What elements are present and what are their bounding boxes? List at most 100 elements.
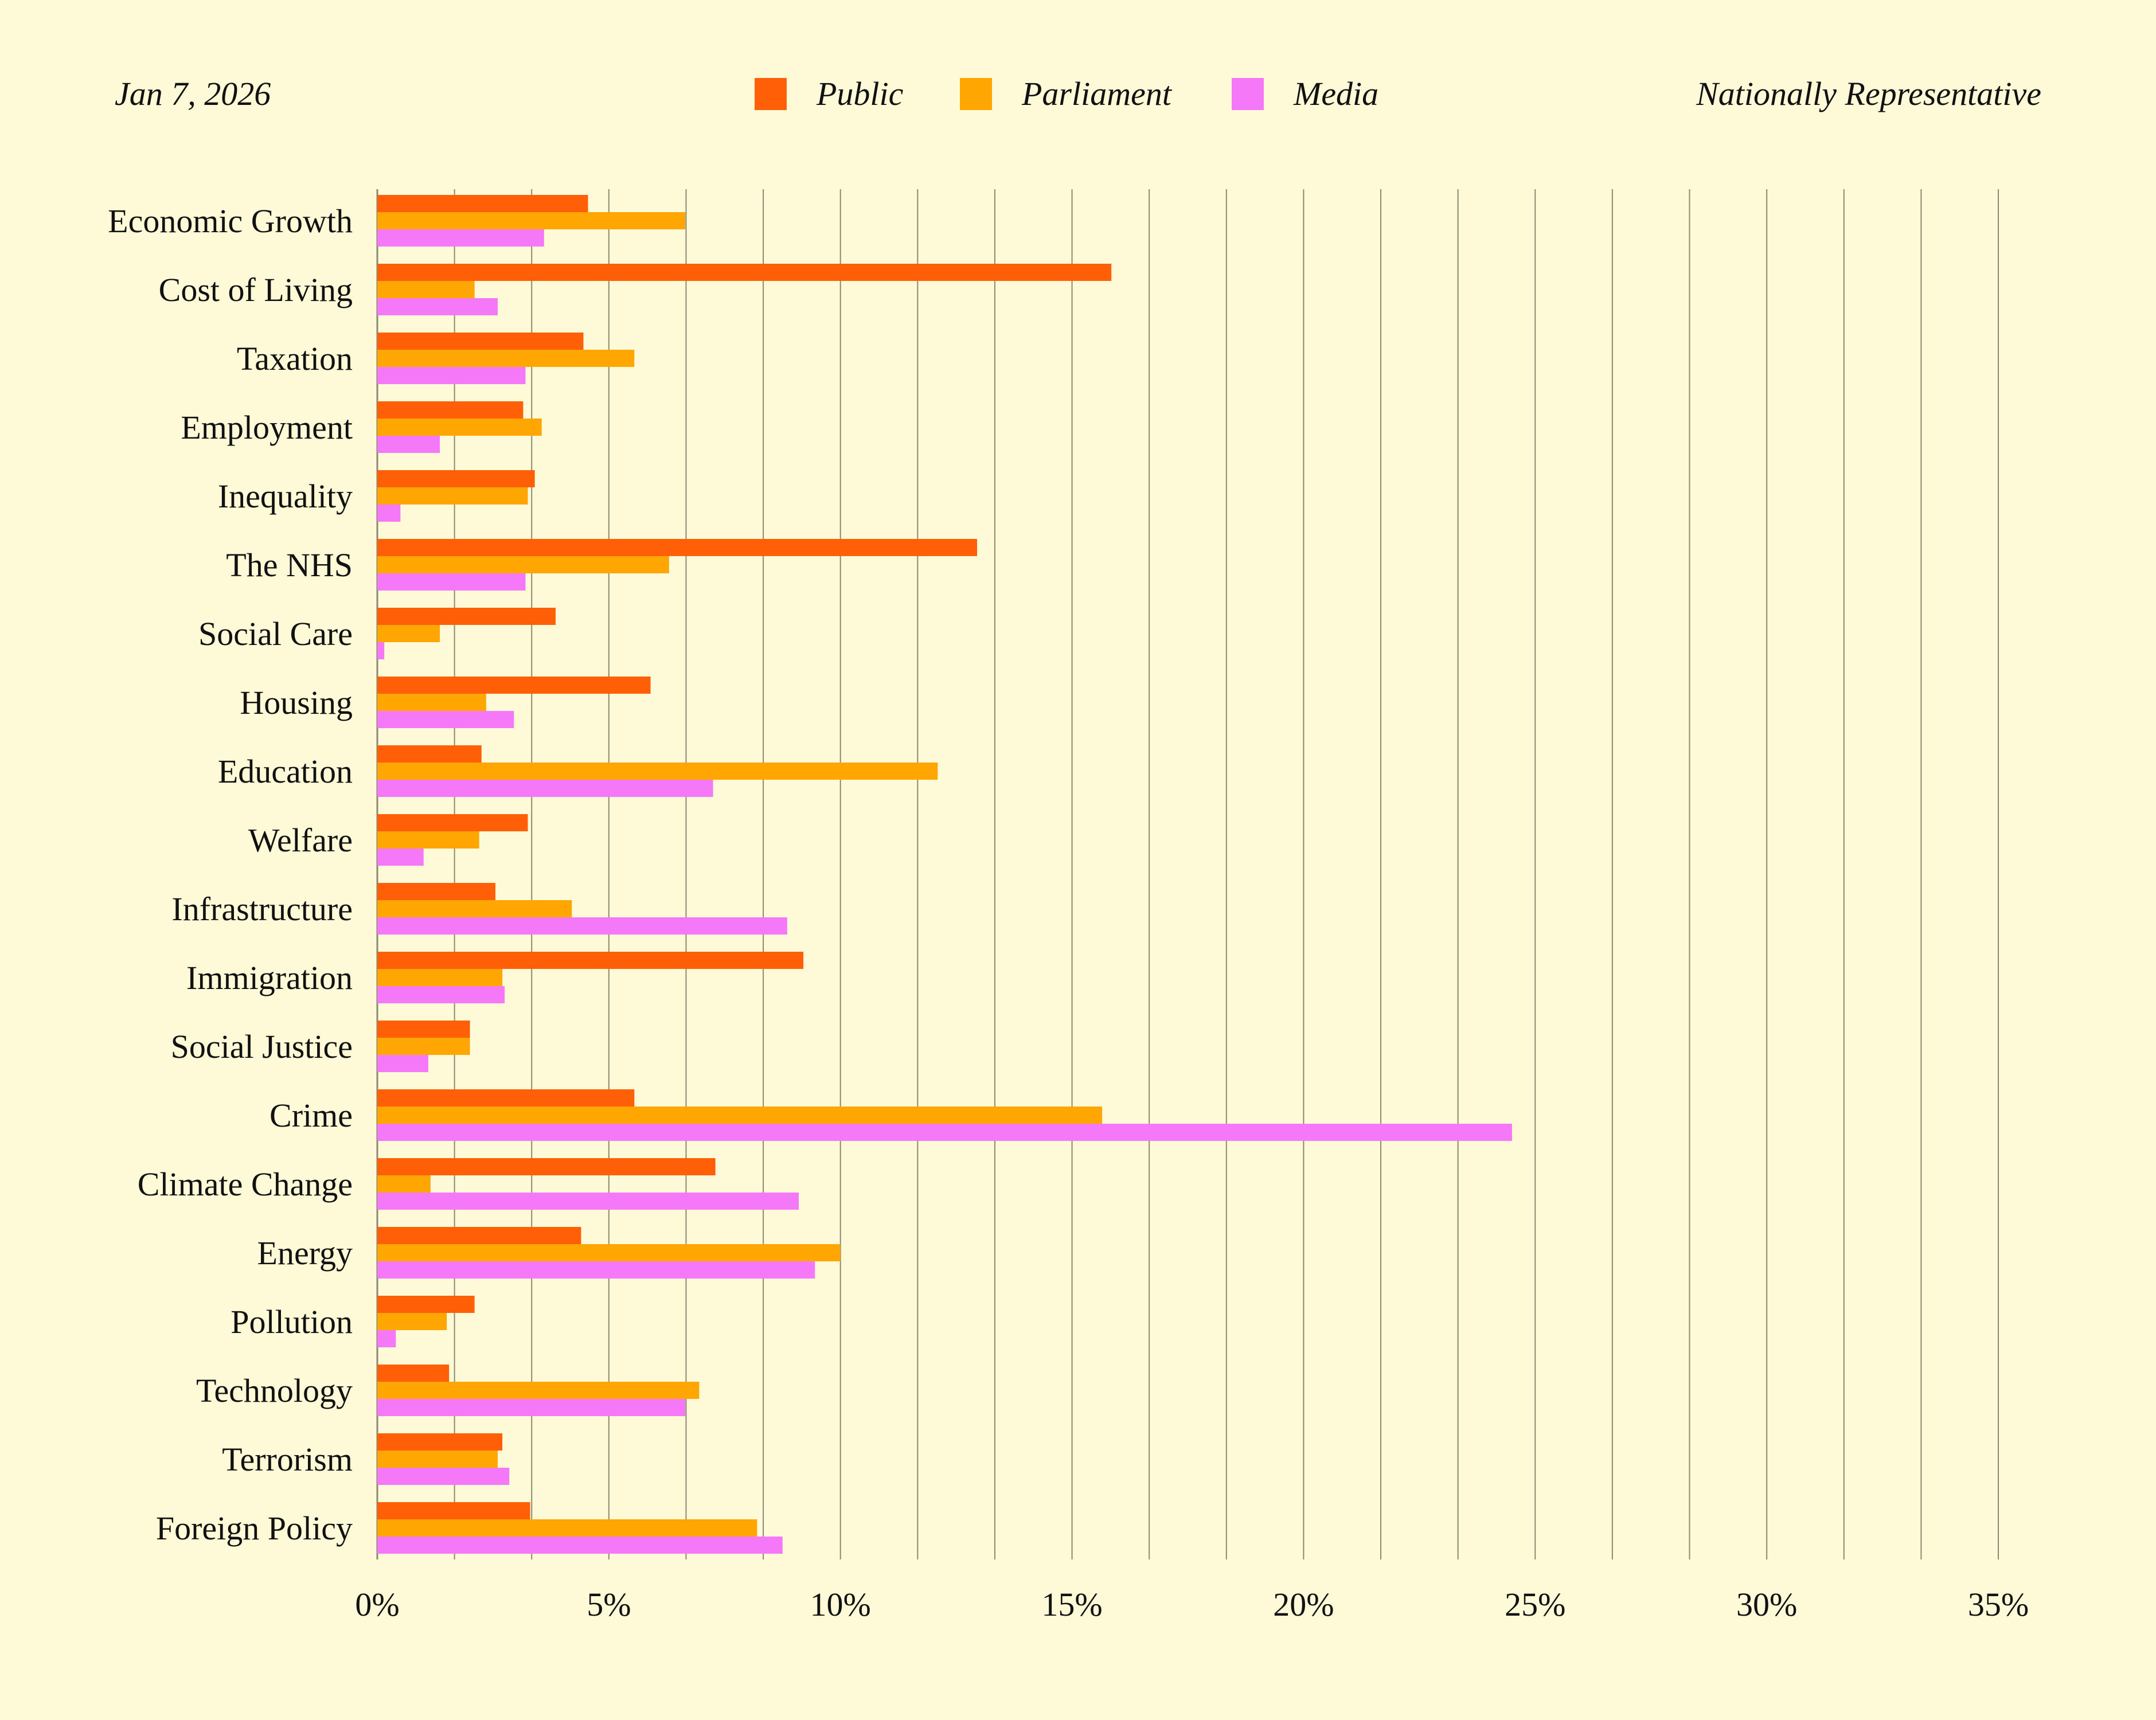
x-tick-label: 20% [1273,1586,1334,1623]
category-label: Education [218,753,353,790]
category-label: Housing [240,684,353,721]
bar-public [377,1502,530,1519]
bar-media [377,1468,510,1485]
legend-label-public: Public [817,75,904,112]
legend-label-media: Media [1294,75,1379,112]
bar-media [377,1537,783,1554]
x-tick-label: 10% [810,1586,871,1623]
bar-parliament [377,1038,470,1055]
bar-parliament [377,1382,700,1399]
category-label: Inequality [218,478,353,515]
bars [377,195,1512,1554]
category-label: Terrorism [222,1441,353,1478]
bar-media [377,505,401,522]
legend-swatch-parliament [960,77,992,110]
bar-public [377,814,528,831]
bar-media [377,367,526,384]
bar-media [377,780,713,797]
x-tick-label: 30% [1736,1586,1797,1623]
x-tick-label: 15% [1041,1586,1102,1623]
date-label: Jan 7, 2026 [115,75,271,112]
grid-lines [376,189,1999,1559]
bar-public [377,1365,450,1382]
bar-public [377,1227,581,1244]
category-label: Climate Change [138,1166,353,1203]
bar-public [377,883,495,900]
legend-item-public: Public [755,75,903,113]
bar-media [377,917,787,935]
category-label: Energy [257,1234,353,1272]
bar-media [377,1261,815,1279]
bar-parliament [377,281,475,298]
legend-label-parliament: Parliament [1022,75,1171,112]
x-tick-label: 5% [587,1586,631,1623]
x-tick-label: 35% [1968,1586,2029,1623]
category-label: Employment [181,409,353,446]
legend: Public Parliament Media [0,75,2156,126]
category-labels: Economic Growth Cost of Living Taxation Emp… [108,202,353,1547]
bar-public [377,195,588,212]
category-label: Economic Growth [108,202,353,240]
category-label: Pollution [231,1303,353,1340]
legend-item-media: Media [1232,75,1378,113]
bar-media [377,1330,396,1347]
bar-public [377,1021,470,1038]
bar-parliament [377,900,572,917]
sample-label: Nationally Representative [1696,75,2041,112]
category-label: Cost of Living [159,271,353,308]
category-label: Welfare [248,822,353,859]
bar-parliament [377,625,440,642]
bar-public [377,1296,475,1313]
bar-parliament [377,212,686,229]
category-label: Social Care [198,615,353,652]
x-tick-labels: 0% 5% 10% 15% 20% 25% 30% 35% [355,1586,2029,1623]
bar-parliament [377,1107,1103,1124]
bar-parliament [377,556,669,573]
bar-media [377,711,514,728]
bar-public [377,1433,503,1451]
bar-media [377,1193,799,1210]
x-tick-label: 25% [1505,1586,1565,1623]
bar-public [377,1158,716,1175]
bar-public [377,677,651,694]
bar-parliament [377,1313,447,1330]
legend-swatch-public [755,77,787,110]
bar-media [377,1124,1512,1141]
bar-public [377,264,1112,281]
bar-media [377,986,505,1003]
bar-parliament [377,1175,431,1193]
bar-public [377,539,977,556]
bar-media [377,229,544,247]
legend-item-parliament: Parliament [960,75,1171,113]
bar-parliament [377,969,503,986]
bar-media [377,298,498,315]
bar-public [377,608,556,625]
bar-parliament [377,763,938,780]
category-label: Taxation [237,340,353,377]
bar-parliament [377,1244,841,1261]
bar-parliament [377,487,528,505]
bar-media [377,849,424,866]
bar-public [377,745,482,763]
x-tick-label: 0% [355,1586,399,1623]
category-label: Foreign Policy [156,1510,353,1547]
bar-parliament [377,350,635,367]
legend-swatch-media [1232,77,1264,110]
bar-parliament [377,419,542,436]
bar-media [377,436,440,453]
bar-media [377,573,526,591]
category-label: Crime [270,1097,353,1134]
category-label: The NHS [226,546,353,584]
bar-media [377,642,385,659]
category-label: Infrastructure [171,890,353,928]
bar-media [377,1399,686,1416]
category-label: Immigration [186,959,353,996]
bar-parliament [377,1519,757,1537]
bar-public [377,470,535,487]
bar-public [377,401,524,419]
bar-public [377,1089,635,1107]
bar-parliament [377,1451,498,1468]
bar-media [377,1055,428,1072]
